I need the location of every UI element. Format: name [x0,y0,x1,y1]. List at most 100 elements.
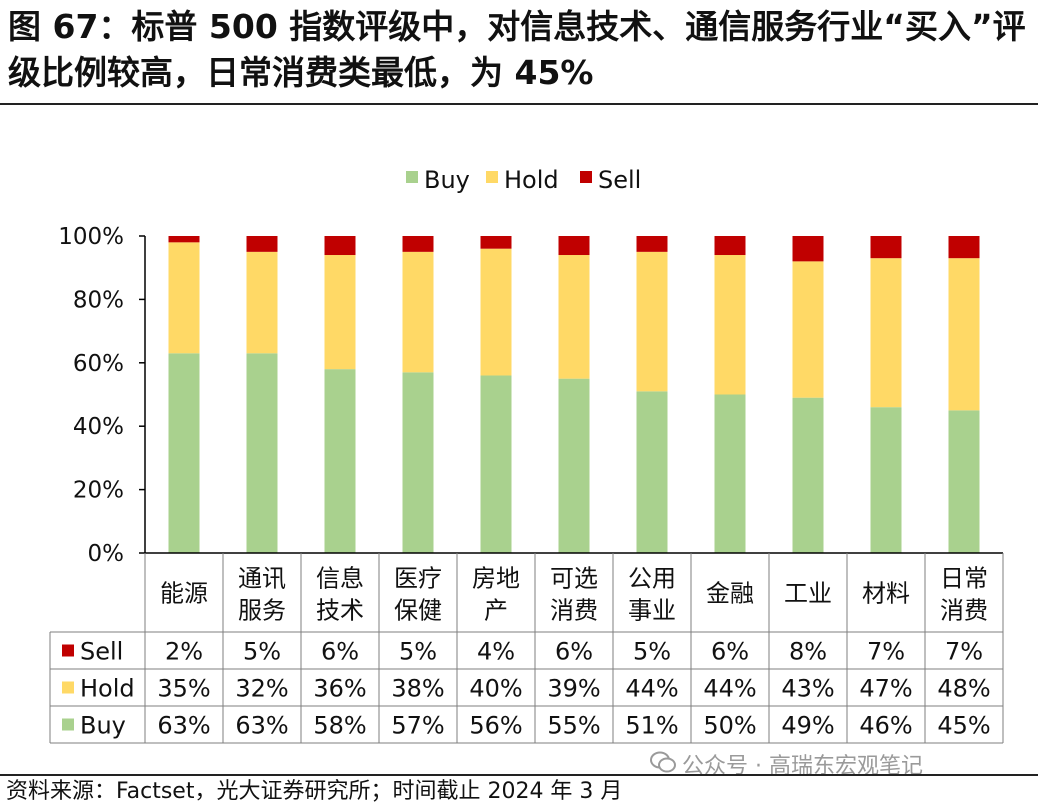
bar-buy [636,391,668,553]
table-row-label: Hold [80,675,135,703]
x-category-label: 技术 [316,597,364,625]
table-value-buy: 45% [937,712,990,740]
x-category-label: 服务 [238,597,286,625]
x-category-label: 消费 [940,597,988,625]
y-tick-label: 20% [73,478,124,504]
x-category-label: 事业 [628,597,676,625]
x-category-label: 产 [484,597,508,625]
table-key-sell [62,644,74,657]
x-category-label: 房地 [472,565,520,593]
table-row-label: Sell [80,638,123,666]
legend-label-buy: Buy [424,166,470,194]
bar-buy [402,372,434,553]
bar-sell [636,236,668,252]
x-category-label: 公用 [628,565,676,593]
table-value-sell: 6% [321,638,359,666]
table-value-sell: 8% [789,638,827,666]
table-value-hold: 35% [157,675,210,703]
bar-hold [168,242,200,354]
bar-buy [870,407,902,553]
table-value-hold: 36% [313,675,366,703]
x-category-label: 通讯 [238,565,286,593]
bar-hold [948,258,980,411]
table-value-hold: 47% [859,675,912,703]
table-value-hold: 39% [547,675,600,703]
table-value-buy: 63% [157,712,210,740]
bar-sell [870,236,902,259]
title-divider [0,103,1038,105]
table-value-hold: 48% [937,675,990,703]
y-tick-label: 100% [58,224,124,250]
bar-hold [636,251,668,392]
bar-buy [558,378,590,553]
source-note: 资料来源：Factset，光大证券研究所；时间截止 2024 年 3 月 [6,779,623,804]
table-value-sell: 6% [555,638,593,666]
table-value-hold: 32% [235,675,288,703]
x-category-label: 保健 [394,597,442,625]
legend-label-sell: Sell [598,166,641,194]
table-row-label: Buy [80,712,126,740]
table-value-hold: 43% [781,675,834,703]
legend-label-hold: Hold [504,166,559,194]
y-tick-label: 0% [88,541,125,567]
bar-hold [324,255,356,370]
bar-buy [246,353,278,553]
table-value-buy: 49% [781,712,834,740]
table-key-buy [62,718,74,731]
table-value-sell: 5% [243,638,281,666]
x-category-label: 工业 [784,580,832,608]
table-value-sell: 4% [477,638,515,666]
table-value-sell: 7% [867,638,905,666]
x-category-label: 材料 [862,580,910,608]
bar-hold [870,258,902,408]
x-category-label: 金融 [706,580,754,608]
x-category-label: 信息 [316,565,364,593]
legend-swatch-buy [406,171,418,183]
bar-buy [948,410,980,553]
table-value-buy: 63% [235,712,288,740]
y-tick-label: 80% [73,287,124,313]
table-value-buy: 50% [703,712,756,740]
bar-sell [948,236,980,259]
bar-buy [792,397,824,553]
x-category-label: 医疗 [394,565,442,593]
bar-sell [792,236,824,262]
table-value-sell: 2% [165,638,203,666]
bar-sell [168,236,200,243]
bar-sell [480,236,512,249]
table-value-buy: 55% [547,712,600,740]
chart-title: 图 67：标普 500 指数评级中，对信息技术、通信服务行业“买入”评级比例较高… [8,7,1026,92]
bar-hold [402,251,434,373]
table-value-sell: 5% [633,638,671,666]
bar-hold [558,255,590,379]
wechat-icon [650,751,676,779]
bar-sell [714,236,746,256]
bar-buy [714,394,746,553]
bar-sell [558,236,590,256]
bar-sell [324,236,356,256]
bar-buy [480,375,512,553]
table-value-buy: 46% [859,712,912,740]
legend-swatch-hold [486,171,498,183]
x-category-label: 可选 [550,565,598,593]
table-value-hold: 44% [703,675,756,703]
table-value-hold: 44% [625,675,678,703]
legend-swatch-sell [580,171,592,183]
y-tick-label: 60% [73,351,124,377]
table-value-hold: 40% [469,675,522,703]
table-value-sell: 7% [945,638,983,666]
bar-hold [480,248,512,376]
x-category-label: 消费 [550,597,598,625]
table-value-sell: 5% [399,638,437,666]
table-value-sell: 6% [711,638,749,666]
table-key-hold [62,681,74,694]
bar-sell [402,236,434,252]
bar-hold [246,251,278,354]
table-value-buy: 56% [469,712,522,740]
table-value-buy: 58% [313,712,366,740]
table-value-buy: 57% [391,712,444,740]
table-value-hold: 38% [391,675,444,703]
y-tick-label: 40% [73,414,124,440]
x-category-label: 能源 [160,580,208,608]
